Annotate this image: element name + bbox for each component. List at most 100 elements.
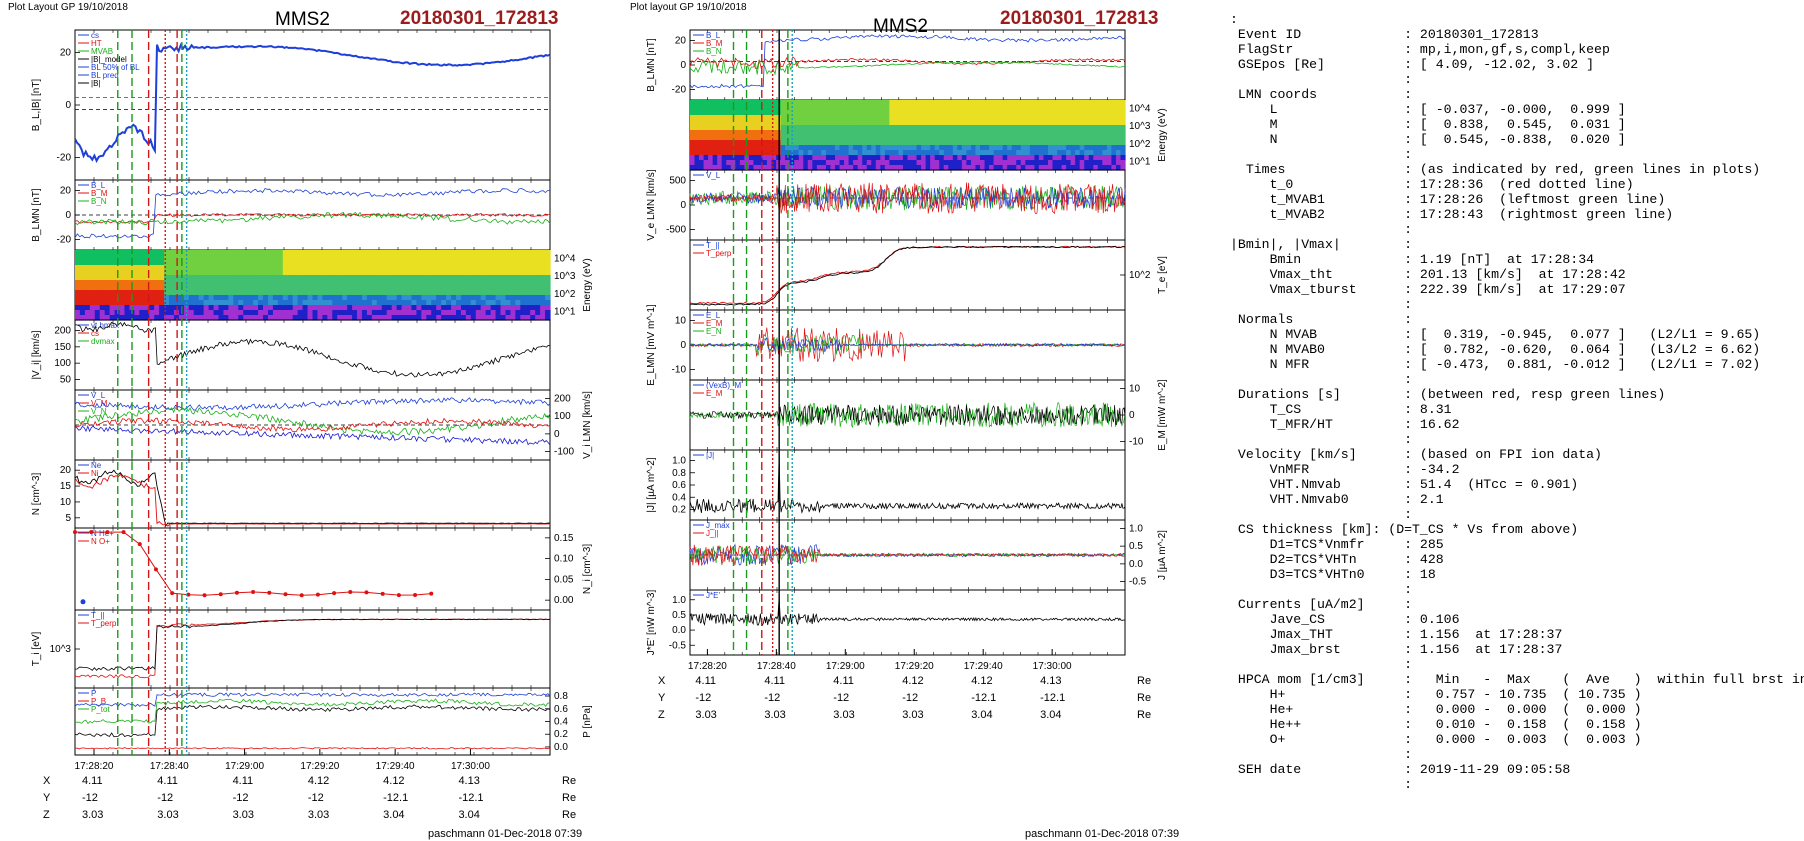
mid-spectrogram-cell: [1007, 145, 1013, 151]
left-he-point: [153, 567, 158, 572]
mid-spectrogram-cell: [1016, 145, 1022, 151]
left-spectrogram-cell: [213, 310, 220, 316]
left-spectrogram-cell: [154, 305, 160, 311]
left-spectrogram-cell: [198, 290, 205, 296]
mid-spectrogram-cell: [916, 160, 922, 166]
left-spectrogram-cell: [386, 265, 393, 271]
mid-spectrogram-cell: [821, 160, 827, 166]
left-spectrogram-cell: [79, 255, 86, 261]
left-spectrogram-cell: [465, 260, 472, 266]
left-spectrogram-cell: [208, 300, 215, 306]
mid-spectrogram-cell: [1011, 140, 1017, 146]
left-spectrogram-cell: [386, 295, 393, 301]
left-spectrogram-cell: [263, 290, 269, 296]
mid-spectrogram-cell: [694, 125, 700, 131]
mid-spectrogram-cell: [975, 140, 981, 146]
left-spectrogram-cell: [307, 255, 314, 261]
left-spectrogram-cell: [525, 275, 531, 281]
left-spectrogram-cell: [312, 270, 319, 276]
left-ytick-label: 20: [60, 186, 72, 197]
mid-spectrogram-cell: [893, 145, 900, 151]
pos-cell: -12: [157, 792, 174, 804]
left-spectrogram-cell: [243, 295, 249, 301]
left-spectrogram-cell: [530, 265, 536, 271]
mid-spectrogram-cell: [1088, 140, 1094, 146]
mid-spectrogram-cell: [970, 125, 977, 131]
mid-spectrogram-cell: [780, 100, 786, 106]
mid-spectrogram-cell: [816, 160, 823, 166]
left-spectrogram-cell: [287, 315, 294, 321]
mid-spectrogram-cell: [916, 135, 922, 141]
left-spectrogram-cell: [535, 265, 541, 271]
mid-spectrogram-cell: [1106, 155, 1113, 161]
left-spectrogram-cell: [446, 260, 452, 266]
mid-ylabel: J [µA m^-2]: [1157, 530, 1168, 580]
left-spectrogram-cell: [381, 250, 388, 256]
mid-spectrogram-cell: [884, 135, 890, 141]
left-spectrogram-cell: [272, 270, 279, 276]
left-spectrogram-cell: [238, 290, 244, 296]
left-spectrogram-cell: [396, 260, 403, 266]
mid-spectrogram-cell: [1038, 100, 1045, 106]
mid-spectrogram-cell: [1115, 125, 1122, 131]
mid-spectrogram-cell: [762, 130, 768, 136]
left-spectrogram-cell: [426, 290, 432, 296]
info-line: H+ : 0.757 - 10.735 ( 10.735 ): [1230, 687, 1642, 702]
info-line: Jmax_brst : 1.156 at 17:28:37: [1230, 642, 1563, 657]
mid-spectrogram-cell: [1043, 130, 1049, 136]
left-spectrogram-cell: [79, 275, 86, 281]
mid-spectrogram-cell: [1079, 105, 1085, 111]
mid-spectrogram-cell: [880, 155, 886, 161]
left-spectrogram-cell: [134, 250, 140, 256]
mid-spectrogram-cell: [739, 115, 745, 121]
left-spectrogram-cell: [490, 315, 497, 321]
left-spectrogram-cell: [490, 270, 497, 276]
left-spectrogram-cell: [406, 250, 413, 256]
left-spectrogram-cell: [218, 280, 225, 286]
left-legend-label: cs: [91, 31, 99, 40]
mid-spectrogram-cell: [1007, 125, 1013, 131]
mid-spectrogram-cell: [835, 145, 841, 151]
left-spectrogram-cell: [277, 305, 284, 311]
mid-spectrogram-cell: [930, 150, 936, 156]
left-legend-label: B_L: [91, 181, 106, 190]
left-spectrogram-cell: [84, 280, 91, 286]
mid-spectrogram-cell: [816, 140, 823, 146]
mid-spectrogram-cell: [1057, 135, 1063, 141]
left-spectrogram-cell: [193, 290, 200, 296]
mid-ytick-right-label: 0.5: [1129, 541, 1143, 552]
mid-spectrogram-cell: [812, 100, 818, 106]
left-spectrogram-cell: [282, 285, 289, 291]
left-spectrogram-cell: [169, 265, 175, 271]
mid-spectrogram-cell: [767, 115, 773, 121]
mid-spectrogram-cell: [780, 115, 786, 121]
pos-cell: 4.13: [458, 775, 480, 787]
mid-spectrogram-cell: [952, 115, 958, 121]
left-spectrogram-cell: [104, 305, 111, 311]
mid-spectrogram-cell: [853, 140, 859, 146]
mid-spectrogram-cell: [1011, 135, 1017, 141]
left-spectrogram-cell: [243, 280, 249, 286]
info-line: Bmin : 1.19 [nT] at 17:28:34: [1230, 252, 1595, 267]
left-spectrogram-cell: [520, 295, 526, 301]
left-spectrogram-cell: [426, 285, 432, 291]
mid-spectrogram-cell: [812, 155, 818, 161]
left-spectrogram-cell: [104, 285, 111, 291]
left-spectrogram-cell: [441, 255, 447, 261]
mid-spectrogram-cell: [807, 105, 813, 111]
mid-ylabel: E_LMN [mV m^-1]: [646, 304, 657, 386]
left-spectrogram-cell: [480, 290, 487, 296]
mid-spectrogram-cell: [1043, 105, 1049, 111]
mid-spectrogram-cell: [812, 115, 818, 121]
left-spectrogram-cell: [94, 255, 101, 261]
left-spectrogram-cell: [485, 265, 492, 271]
mid-spectrogram-cell: [1061, 115, 1067, 121]
mid-spectrogram-cell: [984, 145, 990, 151]
mid-spectrogram-cell: [1038, 155, 1045, 161]
mid-spectrogram-cell: [767, 135, 773, 141]
left-spectrogram-cell: [253, 315, 259, 321]
left-spectrogram-cell: [164, 295, 170, 301]
left-spectrogram-cell: [218, 315, 225, 321]
left-spectrogram-cell: [272, 255, 279, 261]
mid-spectrogram-cell: [1106, 135, 1113, 141]
